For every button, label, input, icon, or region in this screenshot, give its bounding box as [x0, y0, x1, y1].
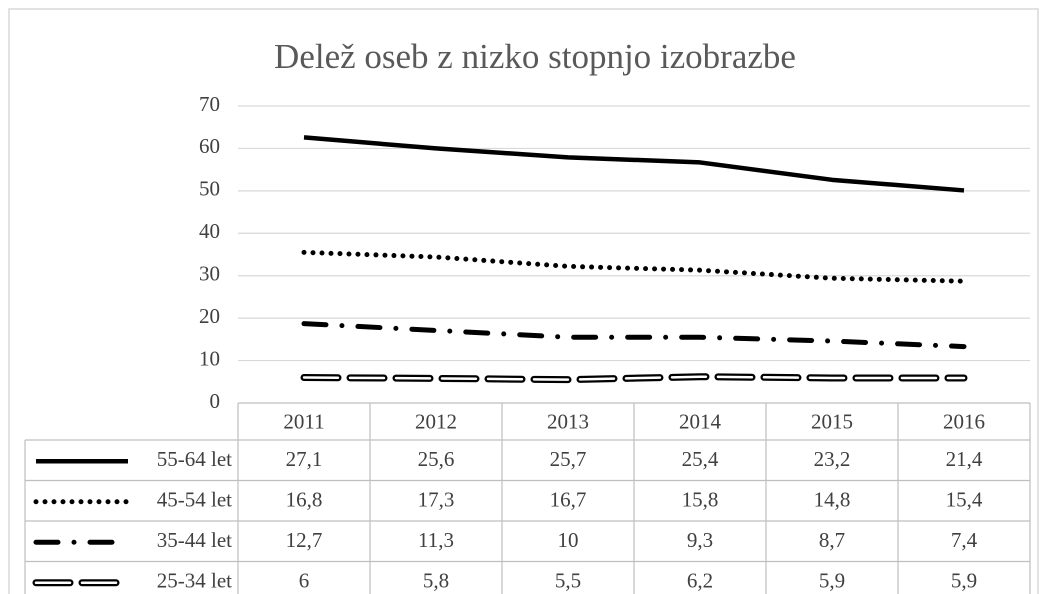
y-tick-label: 10 — [199, 346, 220, 370]
data-label: 16,8 — [286, 488, 323, 512]
data-label: 27,1 — [286, 447, 323, 471]
y-tick-label: 30 — [199, 262, 220, 286]
data-label: 5,5 — [555, 569, 581, 593]
data-label: 5,8 — [423, 569, 449, 593]
y-tick-label: 0 — [210, 389, 221, 413]
series-line — [303, 135, 965, 193]
data-label: 15,4 — [946, 488, 983, 512]
data-label: 16,7 — [550, 488, 587, 512]
data-label: 11,3 — [418, 528, 454, 552]
x-tick-label: 2015 — [811, 409, 853, 433]
x-tick-label: 2011 — [283, 409, 324, 433]
data-label: 17,3 — [418, 488, 455, 512]
x-tick-label: 2016 — [943, 409, 985, 433]
x-tick-label: 2012 — [415, 409, 457, 433]
series-line — [301, 249, 967, 284]
y-tick-label: 60 — [199, 134, 220, 158]
data-label: 21,4 — [946, 447, 983, 471]
legend-label: 35-44 let — [157, 528, 232, 552]
data-label: 25,7 — [550, 447, 587, 471]
x-tick-label: 2014 — [679, 409, 722, 433]
legend-label: 45-54 let — [157, 488, 232, 512]
data-label: 5,9 — [951, 569, 977, 593]
data-label: 23,2 — [814, 447, 851, 471]
data-label: 5,9 — [819, 569, 845, 593]
data-label: 15,8 — [682, 488, 719, 512]
series-line — [301, 321, 967, 350]
data-label: 9,3 — [687, 528, 713, 552]
data-label: 8,7 — [819, 528, 845, 552]
data-label: 6,2 — [687, 569, 713, 593]
legend-label: 25-34 let — [157, 569, 232, 593]
legend-label: 55-64 let — [157, 447, 232, 471]
data-label: 10 — [558, 528, 579, 552]
y-tick-label: 20 — [199, 304, 220, 328]
data-label: 12,7 — [286, 528, 323, 552]
series-line-inner — [302, 375, 966, 381]
y-tick-label: 50 — [199, 177, 220, 201]
x-tick-label: 2013 — [547, 409, 589, 433]
chart-title: Delež oseb z nizko stopnjo izobrazbe — [274, 37, 796, 76]
data-label: 6 — [299, 569, 310, 593]
data-label: 25,4 — [682, 447, 719, 471]
data-label: 7,4 — [951, 528, 978, 552]
y-tick-label: 40 — [199, 219, 220, 243]
y-tick-label: 70 — [199, 92, 220, 116]
data-label: 14,8 — [814, 488, 851, 512]
data-label: 25,6 — [418, 447, 455, 471]
